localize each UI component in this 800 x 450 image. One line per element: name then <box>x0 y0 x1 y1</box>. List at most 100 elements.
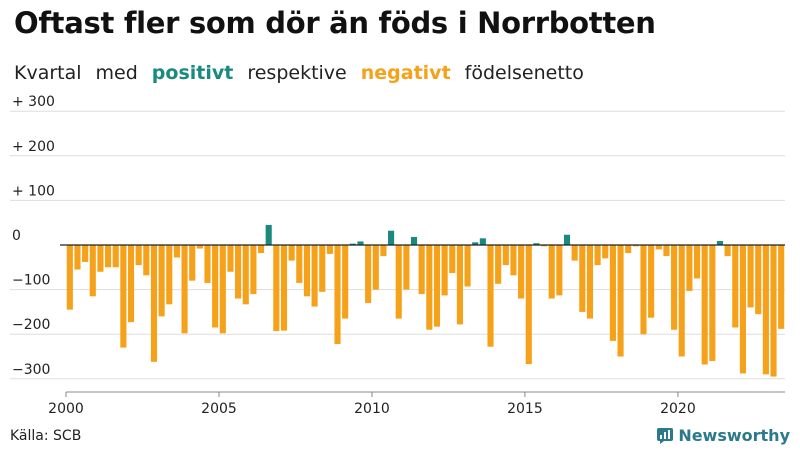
bar <box>250 245 257 295</box>
bar <box>533 243 540 245</box>
bar <box>105 245 112 268</box>
bar <box>311 245 318 307</box>
chart-subtitle: Kvartal med positivt respektive negativt föde… <box>14 62 598 84</box>
bar <box>701 245 708 365</box>
bar <box>594 245 601 266</box>
bar <box>433 245 441 327</box>
bar <box>120 245 127 348</box>
bar <box>166 245 173 305</box>
legend-positive: positivt <box>151 62 234 84</box>
x-tick-label: 2000 <box>48 401 84 417</box>
y-tick-label: + 100 <box>12 183 55 199</box>
bar <box>762 245 769 375</box>
bar <box>487 245 494 347</box>
bar <box>158 245 165 317</box>
bar <box>732 245 739 328</box>
x-tick-label: 2010 <box>354 401 390 417</box>
bar <box>716 240 724 245</box>
bar <box>403 245 410 290</box>
bar <box>495 245 502 284</box>
bar <box>747 245 754 308</box>
bar <box>418 245 425 295</box>
bar <box>235 245 242 299</box>
bar <box>410 236 418 245</box>
bar <box>617 245 624 357</box>
bar <box>66 245 73 310</box>
bar <box>755 245 762 315</box>
bar <box>288 245 295 261</box>
bar <box>472 242 479 245</box>
bar <box>212 245 219 328</box>
y-tick-label: + 200 <box>12 139 55 155</box>
bar <box>663 245 670 257</box>
bar <box>632 245 639 247</box>
y-tick-label: −300 <box>12 362 50 378</box>
bar <box>770 245 777 377</box>
subtitle-fodelsenetto: födelsenetto <box>464 62 584 84</box>
bar <box>89 245 96 297</box>
bar <box>655 245 662 250</box>
chart-title: Oftast fler som dör än föds i Norrbotten <box>14 6 656 40</box>
bar <box>456 245 463 325</box>
bar <box>227 245 234 272</box>
y-tick-label: −100 <box>12 273 50 289</box>
bar <box>173 245 180 258</box>
bar <box>74 245 81 270</box>
bar <box>82 245 89 262</box>
bar <box>671 245 678 330</box>
bar <box>556 245 563 296</box>
bar <box>257 245 265 254</box>
legend-negative: negativt <box>360 62 451 84</box>
bar <box>625 245 632 254</box>
bar <box>502 245 509 266</box>
bar <box>693 245 701 279</box>
y-tick-label: −200 <box>12 317 50 333</box>
bar <box>540 245 548 247</box>
bar <box>181 245 188 334</box>
x-tick-label: 2015 <box>507 401 543 417</box>
bar <box>686 245 693 291</box>
bar <box>609 245 616 341</box>
brand-name: Newsworthy <box>678 426 790 445</box>
brand-logo: Newsworthy <box>657 426 790 445</box>
bar <box>778 245 785 329</box>
newsworthy-icon <box>657 427 674 444</box>
y-tick-label: 0 <box>12 228 21 244</box>
bar <box>349 243 356 245</box>
bar <box>395 245 402 319</box>
bar <box>602 245 609 259</box>
bar <box>464 245 471 287</box>
bar <box>579 245 586 312</box>
bar <box>296 245 303 283</box>
bar <box>709 245 716 361</box>
bar <box>365 245 372 303</box>
bar <box>326 245 333 254</box>
bar <box>548 245 555 299</box>
bar <box>739 245 746 374</box>
bar <box>242 245 249 305</box>
bar <box>563 234 571 245</box>
bar <box>449 245 456 274</box>
bar <box>319 245 326 292</box>
bar <box>441 245 448 296</box>
bar <box>265 224 272 245</box>
bar <box>357 241 364 245</box>
bar <box>678 245 685 357</box>
bar <box>525 245 532 365</box>
bar <box>280 245 288 331</box>
bar <box>426 245 433 330</box>
bar <box>648 245 655 318</box>
bar <box>640 245 647 335</box>
bar <box>204 245 211 283</box>
bar <box>127 245 135 323</box>
x-tick-label: 2020 <box>660 401 696 417</box>
bar <box>150 245 158 362</box>
subtitle-med: med <box>95 62 138 84</box>
subtitle-kvartal: Kvartal <box>14 62 82 84</box>
x-tick-label: 2005 <box>201 401 237 417</box>
bar <box>196 245 203 249</box>
bar <box>143 245 150 276</box>
bar <box>334 245 341 345</box>
bar <box>586 245 594 319</box>
